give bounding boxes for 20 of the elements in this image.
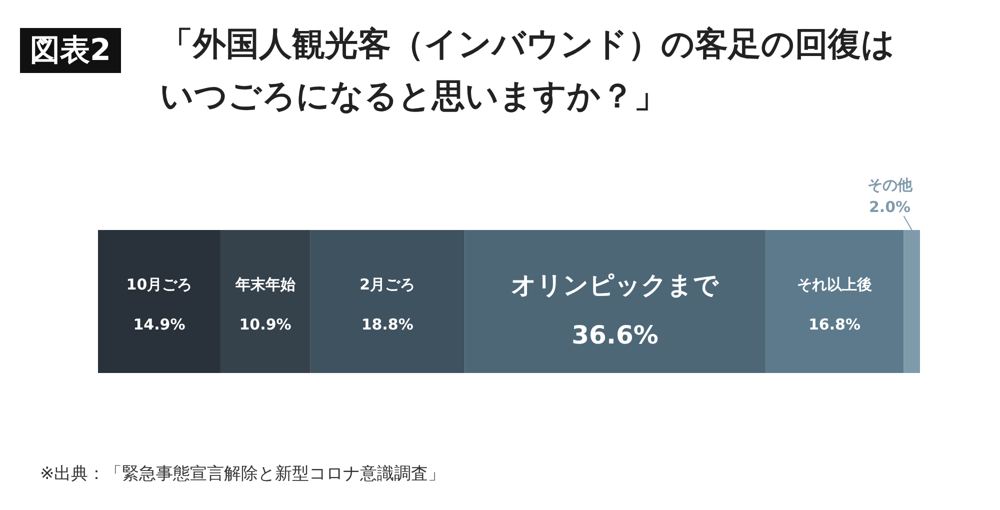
bar bbox=[765, 230, 904, 373]
bar bbox=[98, 230, 220, 373]
series-label: 年末年始 bbox=[234, 276, 296, 294]
series-label: 10月ごろ bbox=[126, 276, 192, 294]
data-label: 16.8% bbox=[808, 316, 861, 334]
series-label: それ以上後 bbox=[797, 276, 872, 294]
series-label: オリンピックまで bbox=[511, 270, 720, 300]
data-label: 18.8% bbox=[361, 316, 414, 334]
text: 図表2 bbox=[20, 28, 121, 73]
text: その他 bbox=[867, 176, 914, 194]
bar bbox=[220, 230, 310, 373]
chart-title: 「外国人観光客（インバウンド）の客足の回復はいつごろになると思いますか？」 bbox=[160, 23, 896, 117]
data-label: 2.0% bbox=[868, 198, 911, 216]
bar bbox=[310, 230, 465, 373]
series-label: 2月ごろ bbox=[360, 276, 416, 294]
data-label: 14.9% bbox=[133, 316, 186, 334]
data-label: 10.9% bbox=[239, 316, 292, 334]
data-label: 36.6% bbox=[572, 320, 658, 350]
bar bbox=[464, 230, 766, 373]
text: ※出典：「緊急事態宣言解除と新型コロナ意識調査」 bbox=[40, 463, 446, 485]
